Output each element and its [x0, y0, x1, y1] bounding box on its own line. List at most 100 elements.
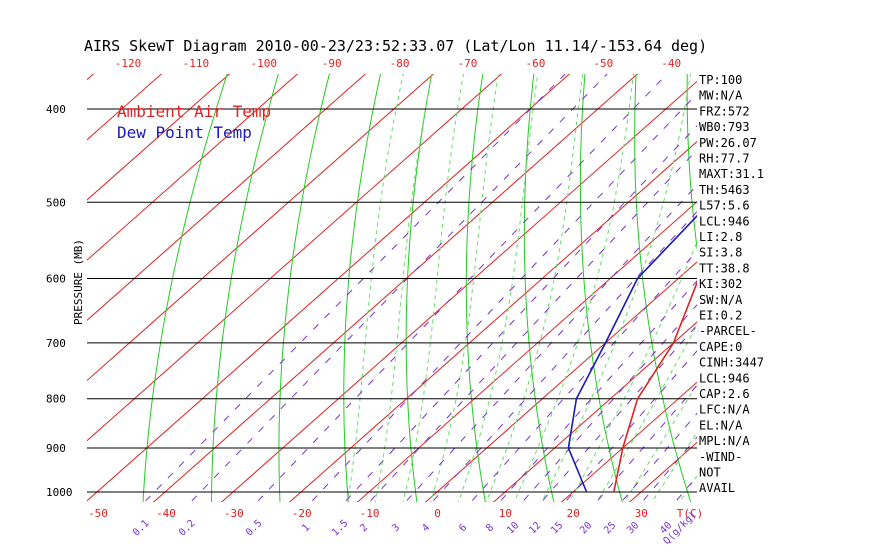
dry-adiabat-line [523, 74, 555, 502]
legend: Ambient Air Temp Dew Point Temp [117, 102, 271, 142]
isotherm-line [424, 261, 697, 502]
bottom-temp-tick-label: -50 [88, 507, 108, 520]
mixing-ratio-line [674, 475, 697, 502]
moist-adiabat-line [513, 74, 635, 502]
pressure-tick-label: 900 [46, 442, 66, 455]
mixing-ratio-label: 10 [505, 520, 521, 536]
top-temp-tick-label: -110 [183, 57, 210, 70]
moist-adiabat-line [568, 240, 697, 502]
bottom-temp-tick-label: -10 [360, 507, 380, 520]
isotherm-line [0, 0, 573, 512]
isotherm-line [822, 0, 870, 512]
dry-adiabat-line [211, 74, 279, 502]
isotherm-line [288, 140, 697, 502]
isotherm-line [0, 0, 437, 512]
mixing-ratio-line [564, 350, 697, 502]
stats-entry: SW:N/A [699, 293, 743, 307]
mixing-ratio-label: 15 [549, 520, 565, 536]
mixing-ratio-line [641, 436, 697, 502]
thermodynamic-lines [0, 0, 870, 512]
mixing-ratio-labels: 0.1 0.2 0.5 1 1.5 2 3 4 6 8 10 12 15 20 25 30 40Q(g/kg) [131, 509, 699, 547]
mixing-ratio-line [256, 74, 668, 502]
isobars [87, 108, 697, 493]
dry-adiabat-line [465, 74, 486, 502]
pressure-tick-label: 800 [46, 393, 66, 406]
isotherm-line [220, 80, 697, 502]
chart-title: AIRS SkewT Diagram 2010-00-23/23:52:33.0… [84, 37, 707, 55]
legend-dew-point-temp: Dew Point Temp [117, 123, 252, 142]
stats-entry: CAPE:0 [699, 340, 742, 354]
stats-entry: RH:77.7 [699, 152, 750, 166]
y-axis-label: PRESSURE (MB) [72, 239, 85, 325]
dry-adiabat-line [738, 0, 832, 512]
isotherm-line [87, 74, 571, 502]
isotherm-line [492, 321, 697, 502]
mixing-ratio-label: 25 [602, 520, 618, 536]
isotherm-line [0, 0, 641, 512]
mixing-ratio-label: 0.2 [177, 518, 198, 539]
pressure-tick-label: 600 [46, 272, 66, 285]
top-temp-tick-label: -90 [322, 57, 342, 70]
mixing-ratio-line [595, 384, 697, 502]
moist-adiabat-line [430, 74, 499, 502]
moist-adiabat-line [485, 74, 584, 502]
dry-adiabat-line [835, 0, 870, 512]
mixing-ratio-line [540, 324, 697, 502]
top-temp-tick-label: -120 [115, 57, 142, 70]
top-temp-tick-label: -40 [661, 57, 681, 70]
stats-entry: -PARCEL- [699, 324, 757, 338]
isotherm-line [87, 74, 503, 442]
moist-adiabat-line [457, 74, 539, 502]
mixing-ratio-label: 3 [390, 522, 402, 534]
mixing-ratio-label: 30 [625, 520, 641, 536]
stats-entry: EI:0.2 [699, 309, 742, 323]
mixing-ratio-label: 0.1 [131, 518, 152, 539]
top-temp-tick-label: -50 [593, 57, 613, 70]
mixing-ratio-line [498, 280, 697, 502]
dry-adiabat-line [579, 74, 623, 502]
mixing-ratio-line [521, 304, 697, 502]
stats-entry: LCL:946 [699, 371, 750, 385]
mixing-ratio-line [368, 149, 697, 502]
pressure-tick-labels: 1002003004005006007008009001000 [46, 103, 73, 499]
profile-series [567, 214, 697, 493]
isotherm-line [87, 74, 435, 382]
moist-adiabat-line [651, 431, 697, 502]
top-temp-tick-label: -100 [251, 57, 278, 70]
stats-entry: LCL:946 [699, 214, 750, 228]
isotherm-line [356, 201, 697, 502]
stats-entry: TH:5463 [699, 183, 750, 197]
isotherm-line [152, 74, 639, 502]
mixing-ratio-label: 2 [358, 522, 370, 534]
stats-entry: SI:3.8 [699, 246, 742, 260]
mixing-ratio-line [143, 74, 566, 502]
mixing-ratio-label: 8 [484, 522, 496, 534]
bottom-temp-tick-label: -30 [224, 507, 244, 520]
pressure-tick-label: 400 [46, 103, 66, 116]
dry-adiabat-line [787, 0, 870, 512]
stats-entry: WB0:793 [699, 120, 750, 134]
stats-entry: KI:302 [699, 277, 742, 291]
legend-ambient-air-temp: Ambient Air Temp [117, 102, 271, 121]
dry-adiabat-line [405, 74, 433, 502]
stats-entry: AVAIL [699, 481, 735, 495]
top-temp-tick-label: -60 [525, 57, 545, 70]
pressure-tick-label: 500 [46, 196, 66, 209]
stats-entry: TT:38.8 [699, 261, 750, 275]
mixing-ratio-line [431, 210, 697, 502]
top-temp-tick-labels: -120 -110 -100 -90 -80 -70 -60 -50 -40 [115, 57, 681, 70]
bottom-temp-tick-labels: -50 -40 -30 -20 -10 0 10 20 30 T(C) [88, 507, 703, 520]
mixing-ratio-label: 20 [578, 520, 594, 536]
stats-entry: L57:5.6 [699, 199, 750, 213]
ambient-temp-line [613, 280, 697, 493]
mixing-ratio-line [470, 250, 697, 502]
bottom-temp-tick-label: 20 [567, 507, 580, 520]
stats-entry: LI:2.8 [699, 230, 742, 244]
mixing-ratio-line [620, 412, 697, 502]
stats-entry: NOT [699, 466, 721, 480]
stats-entry: EL:N/A [699, 418, 743, 432]
bottom-temp-tick-label: 10 [499, 507, 512, 520]
mixing-ratio-line [190, 74, 608, 502]
stats-entry: PW:26.07 [699, 136, 757, 150]
